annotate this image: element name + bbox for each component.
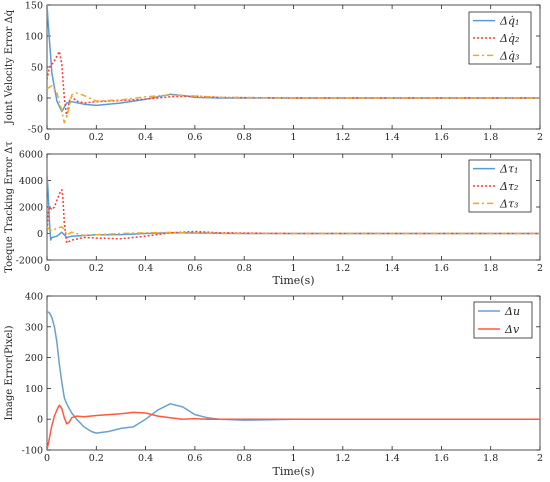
x-tick-label: 1.8 — [483, 453, 498, 464]
legend-label-2: Δv — [504, 323, 520, 336]
x-tick-label: 0 — [44, 263, 50, 274]
legend: Δu Δv — [473, 301, 533, 339]
y-tick-label: 4000 — [19, 176, 43, 187]
x-tick-label: 0.8 — [237, 263, 252, 274]
x-tick-label: 1.8 — [483, 132, 498, 143]
series-line-1 — [47, 5, 540, 113]
plot-area — [47, 310, 540, 450]
x-tick-label: 0.4 — [138, 132, 153, 143]
x-tick-label: 0.2 — [89, 453, 104, 464]
x-tick-label: 0.6 — [187, 453, 202, 464]
x-tick-label: 1.2 — [335, 263, 350, 274]
x-tick-label: 2 — [537, 453, 543, 464]
series-line-1 — [47, 173, 540, 241]
y-tick-label: 0 — [37, 94, 43, 105]
legend-label-2: Δτ₂ — [499, 180, 518, 193]
legend: Δq̇₁ Δq̇₂ Δq̇₃ — [468, 11, 532, 65]
series-line-1 — [47, 310, 540, 434]
subplot-2: 0 0.2 0.4 0.6 0.8 1 1.2 1.4 1.6 1.8 2-200002000400… — [4, 141, 543, 287]
series-line-2 — [47, 50, 540, 118]
x-tick-label: 2 — [537, 132, 543, 143]
x-tick-label: 1.6 — [434, 132, 449, 143]
legend: Δτ₁ Δτ₂ Δτ₃ — [468, 159, 532, 213]
plot-area — [47, 5, 540, 124]
series-line-3 — [47, 84, 540, 124]
axes-box — [46, 153, 541, 261]
y-tick-label: 50 — [31, 63, 43, 74]
x-tick-label: 0.2 — [89, 132, 104, 143]
x-tick-label: 1 — [290, 453, 296, 464]
legend-label-2: Δq̇₂ — [499, 32, 519, 45]
axes-box — [46, 4, 541, 130]
y-tick-label: 400 — [25, 292, 43, 303]
x-tick-label: 0.6 — [187, 132, 202, 143]
y-tick-label: 200 — [25, 353, 43, 364]
legend-label-3: Δτ₃ — [499, 197, 518, 210]
x-tick-label: 1.8 — [483, 263, 498, 274]
legend-label-3: Δq̇₃ — [499, 49, 519, 62]
x-tick-label: 0.6 — [187, 263, 202, 274]
x-tick-label: 2 — [537, 263, 543, 274]
legend-label-1: Δu — [504, 305, 520, 318]
x-tick-label: 0.8 — [237, 132, 252, 143]
legend-box — [473, 301, 533, 339]
x-tick-label: 0.4 — [138, 453, 153, 464]
y-tick-label: -50 — [28, 125, 43, 136]
y-tick-label: 6000 — [19, 150, 43, 161]
y-tick-label: 300 — [25, 322, 43, 333]
x-tick-label: 1.2 — [335, 132, 350, 143]
y-axis-label: Joint Velocity Error Δq̇ — [4, 9, 15, 125]
y-tick-label: 0 — [37, 229, 43, 240]
x-tick-label: 0 — [44, 453, 50, 464]
y-tick-label: 100 — [25, 32, 43, 43]
x-tick-label: 0 — [44, 132, 50, 143]
y-tick-label: 100 — [25, 384, 43, 395]
y-tick-label: 2000 — [19, 203, 43, 214]
x-tick-label: 0.4 — [138, 263, 153, 274]
x-axis-label: Time(s) — [272, 274, 314, 287]
y-tick-label: 0 — [37, 415, 43, 426]
y-tick-label: -2000 — [16, 256, 43, 267]
x-tick-label: 0.2 — [89, 263, 104, 274]
series-line-2 — [47, 404, 540, 450]
plot-area — [47, 173, 540, 244]
x-axis-label: Time(s) — [272, 465, 314, 478]
x-tick-label: 1.2 — [335, 453, 350, 464]
legend-label-1: Δq̇₁ — [499, 15, 519, 28]
y-tick-label: -100 — [22, 446, 43, 457]
y-axis-label: Toeque Tracking Error Δτ — [4, 141, 15, 273]
x-tick-label: 1.4 — [385, 263, 400, 274]
x-tick-label: 1.6 — [434, 453, 449, 464]
x-tick-label: 1.4 — [385, 453, 400, 464]
x-tick-label: 1 — [290, 263, 296, 274]
series-line-3 — [47, 226, 540, 237]
x-tick-label: 1 — [290, 132, 296, 143]
y-axis-label: Image Error(Pixel) — [4, 325, 15, 420]
subplot-1: 0 0.2 0.4 0.6 0.8 1 1.2 1.4 1.6 1.8 2-50050100150J… — [4, 1, 543, 144]
x-tick-label: 1.4 — [385, 132, 400, 143]
x-tick-label: 1.6 — [434, 263, 449, 274]
y-tick-label: 150 — [25, 1, 43, 12]
x-tick-label: 0.8 — [237, 453, 252, 464]
legend-label-1: Δτ₁ — [499, 163, 518, 176]
axes-box — [46, 295, 541, 451]
subplot-3: 0 0.2 0.4 0.6 0.8 1 1.2 1.4 1.6 1.8 2-100010020030… — [4, 292, 543, 479]
